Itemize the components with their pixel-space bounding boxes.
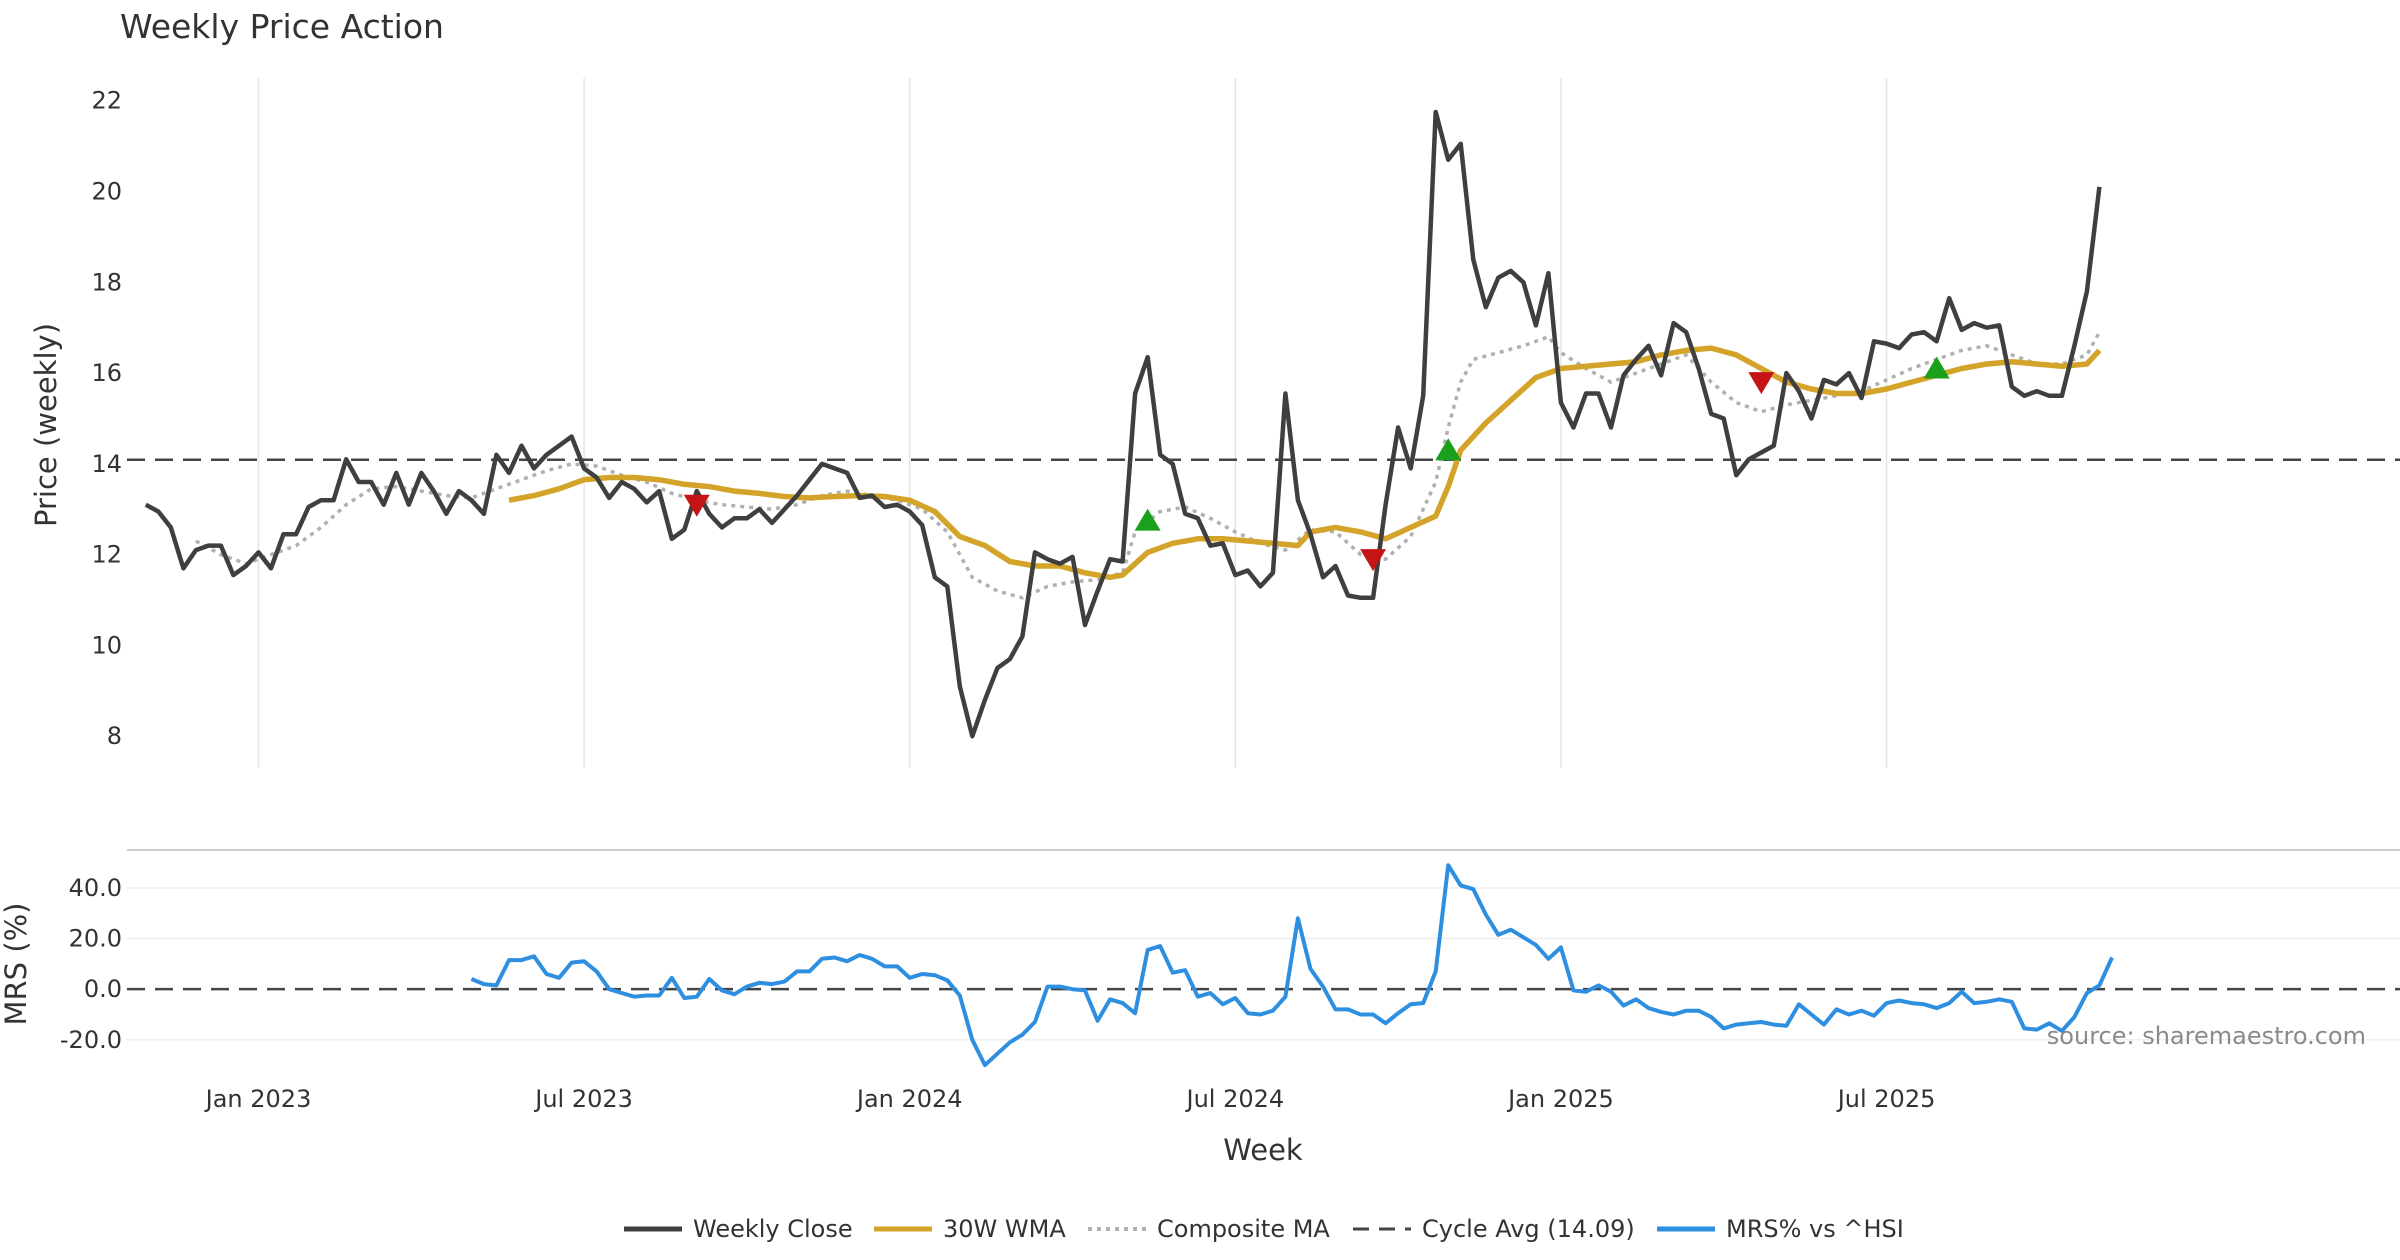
price-y-ticks: 8 10 12 14 16 18 20 22 (91, 87, 122, 751)
buy-signal-marker-0 (1134, 508, 1161, 531)
mrs-y-tick-1: 0.0 (84, 975, 122, 1003)
x-tick-label-1: Jul 2023 (533, 1085, 633, 1113)
price-panel: 8 10 12 14 16 18 20 22 Price (weekly) (29, 78, 2400, 768)
sell-signal-marker-2 (1748, 372, 1775, 395)
signal-markers (683, 356, 1950, 572)
price-y-tick-0: 8 (107, 722, 122, 750)
source-note: source: sharemaestro.com (2047, 1022, 2366, 1050)
price-y-tick-6: 20 (91, 177, 122, 205)
x-axis-label: Week (1223, 1133, 1303, 1167)
price-gridlines (257, 78, 1888, 768)
mrs-panel: -20.0 0.0 20.0 40.0 MRS (%) source: sharema… (0, 849, 2400, 1068)
wma-30w-line (508, 345, 2102, 581)
weekly-close-line (144, 109, 2102, 739)
price-y-tick-3: 14 (91, 450, 122, 478)
x-tick-label-3: Jul 2024 (1184, 1085, 1284, 1113)
legend-label-mrs: MRS% vs ^HSI (1726, 1215, 1904, 1243)
mrs-y-tick-0: -20.0 (60, 1026, 122, 1054)
x-tick-label-4: Jan 2025 (1506, 1085, 1614, 1113)
price-y-tick-4: 16 (91, 359, 122, 387)
chart-title: Weekly Price Action (120, 7, 444, 46)
legend-label-wma: 30W WMA (943, 1215, 1066, 1243)
mrs-gridlines (127, 887, 2400, 1041)
x-tick-label-0: Jan 2023 (204, 1085, 312, 1113)
legend: Weekly Close 30W WMA Composite MA Cycle … (624, 1215, 1904, 1243)
price-y-tick-1: 10 (91, 631, 122, 659)
mrs-y-tick-3: 40.0 (69, 874, 122, 902)
price-y-axis-label: Price (weekly) (29, 323, 63, 527)
x-tick-label-5: Jul 2025 (1836, 1085, 1936, 1113)
mrs-line (470, 863, 2114, 1068)
x-ticks: Jan 2023 Jul 2023 Jan 2024 Jul 2024 Jan 2025… (204, 1085, 1936, 1113)
price-y-tick-5: 18 (91, 268, 122, 296)
mrs-y-ticks: -20.0 0.0 20.0 40.0 (60, 874, 122, 1054)
buy-signal-marker-2 (1923, 356, 1950, 379)
mrs-y-axis-label: MRS (%) (0, 903, 33, 1026)
legend-label-close: Weekly Close (693, 1215, 853, 1243)
buy-signal-marker-1 (1435, 438, 1462, 461)
price-y-tick-2: 12 (91, 541, 122, 569)
x-tick-label-2: Jan 2024 (855, 1085, 963, 1113)
sell-signal-marker-1 (1360, 549, 1387, 572)
sell-signal-marker-0 (683, 494, 710, 517)
legend-label-composite: Composite MA (1157, 1215, 1330, 1243)
price-y-tick-7: 22 (91, 87, 122, 115)
mrs-y-tick-2: 20.0 (69, 925, 122, 953)
legend-label-cycle: Cycle Avg (14.09) (1422, 1215, 1635, 1243)
